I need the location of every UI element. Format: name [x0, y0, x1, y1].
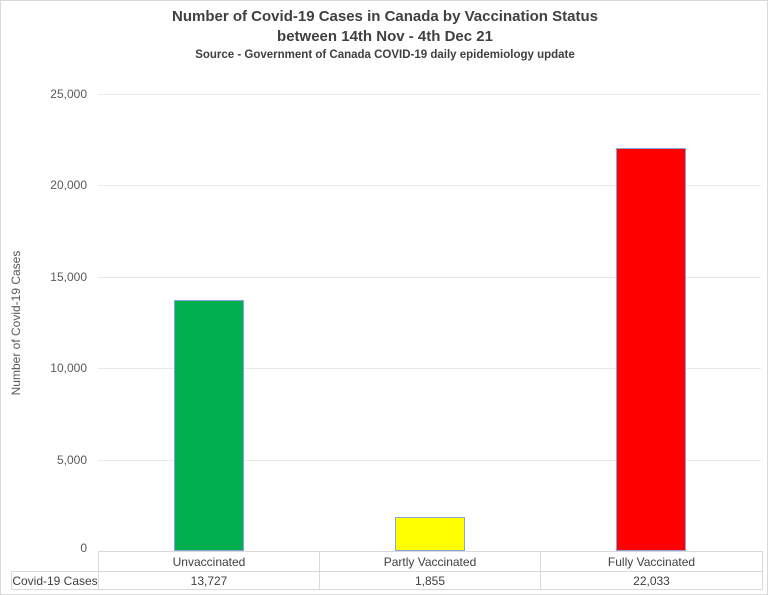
values-row: Covid-19 Cases 13,727 1,855 22,033 [11, 571, 763, 590]
gridline-25000 [98, 94, 761, 95]
category-row: Unvaccinated Partly Vaccinated Fully Vacci… [12, 551, 763, 572]
table-corner-blank [12, 552, 99, 572]
bar-fully-vaccinated [616, 148, 686, 551]
y-tick-label-10000: 10,000 [50, 361, 87, 376]
bar-unvaccinated [174, 300, 244, 551]
category-label-1: Partly Vaccinated [319, 551, 541, 572]
y-tick-label-5000: 5,000 [56, 452, 87, 467]
y-tick-label-0: 0 [80, 541, 87, 555]
y-tick-label-15000: 15,000 [50, 269, 87, 284]
category-label-2: Fully Vaccinated [540, 551, 763, 572]
value-cell-1: 1,855 [319, 571, 541, 590]
y-tick-label-20000: 20,000 [50, 178, 87, 193]
chart-source-note: Source - Government of Canada COVID-19 d… [195, 49, 575, 61]
chart-title-line-2: between 14th Nov - 4th Dec 21 [277, 28, 493, 45]
category-label-0: Unvaccinated [98, 551, 320, 572]
chart-title-block: Number of Covid-19 Cases in Canada by Va… [1, 7, 767, 63]
chart-title-line-1: Number of Covid-19 Cases in Canada by Va… [172, 8, 598, 25]
value-cell-0: 13,727 [98, 571, 320, 590]
gridline-20000 [98, 185, 761, 187]
gridline-5000 [98, 459, 761, 461]
gridline-15000 [98, 276, 761, 278]
gridline-10000 [98, 368, 761, 370]
value-cell-2: 22,033 [540, 571, 763, 590]
bar-partly-vaccinated [395, 517, 465, 551]
y-tick-label-25000: 25,000 [50, 87, 87, 101]
series-row-label: Covid-19 Cases [11, 571, 99, 590]
data-table: Unvaccinated Partly Vaccinated Fully Vacci… [11, 551, 763, 590]
